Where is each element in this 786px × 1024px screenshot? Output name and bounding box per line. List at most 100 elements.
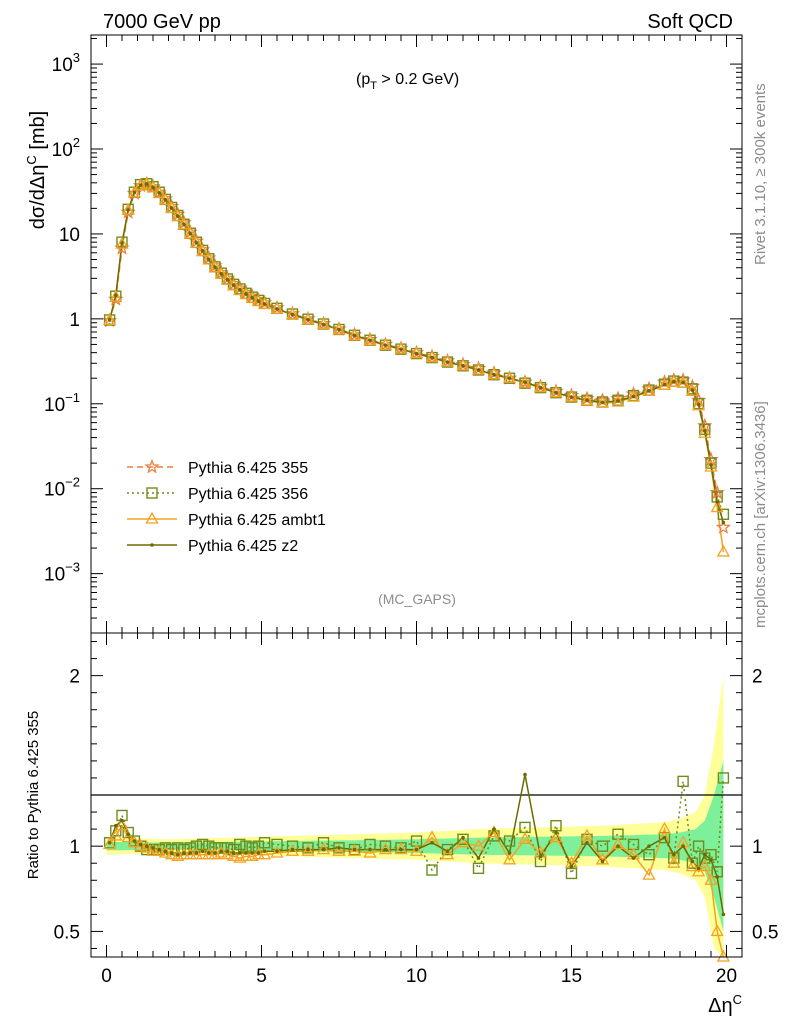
data-point-2-16: [202, 252, 216, 265]
data-point-3-11: [176, 214, 180, 218]
legend-label-3: Pythia 6.425 z2: [188, 538, 298, 555]
y-tick-label: 10−2: [44, 475, 80, 501]
ratio-point-1-30: [332, 843, 346, 856]
data-point-2-50: [642, 384, 656, 397]
data-point-3-36: [430, 355, 434, 360]
ratio-point-0-41: [503, 835, 516, 847]
x-tick-label: 0: [101, 966, 112, 987]
ratio-point-0-59: [717, 772, 730, 784]
ratio-point-1-18: [214, 845, 228, 858]
ratio-point-1-28: [301, 843, 315, 856]
ratio-y-tick-label-right: 2: [752, 667, 763, 688]
ratio-point-1-29: [316, 842, 331, 855]
data-point-1-54: [686, 383, 699, 395]
cut-annotation-sub: T: [370, 80, 377, 92]
data-point-3-24: [256, 299, 261, 303]
side-text-mcplots: mcplots.cern.ch [arXiv:1306.3436]: [752, 401, 769, 628]
y-tick-label: 10−1: [44, 390, 80, 416]
data-point-3-55: [696, 402, 701, 407]
data-point-2-15: [196, 244, 210, 257]
ratio-point-2-5: [138, 842, 143, 847]
y-tick-exp: −3: [65, 560, 80, 575]
data-point-2-40: [487, 367, 501, 380]
main-y-label: dσ/dΔηC [mb]: [24, 111, 49, 229]
data-point-0-57: [703, 451, 719, 467]
ratio-point-1-38: [456, 835, 470, 848]
ratio-point-2-7: [151, 846, 155, 850]
ratio-point-1-25: [258, 847, 272, 860]
data-point-3-15: [200, 249, 205, 253]
x-tick-label: 15: [561, 966, 582, 987]
data-point-2-48: [611, 394, 625, 407]
ratio-point-1-44: [549, 830, 563, 843]
data-point-3-22: [244, 292, 248, 296]
data-point-2-28: [301, 312, 315, 325]
data-point-2-9: [158, 192, 172, 205]
ratio-point-0-50: [643, 848, 655, 861]
data-point-2-11: [171, 209, 185, 222]
data-point-3-19: [225, 277, 230, 282]
data-point-2-22: [239, 287, 253, 300]
ratio-point-2-45: [569, 864, 574, 869]
ratio-point-2-8: [157, 847, 161, 852]
y-tick-exp: 3: [73, 50, 80, 65]
data-point-2-38: [456, 358, 470, 371]
data-point-2-32: [363, 333, 377, 346]
ratio-point-0-29: [317, 837, 330, 849]
data-point-3-56: [703, 429, 707, 433]
data-point-3-26: [275, 307, 279, 311]
data-point-3-57: [709, 463, 713, 467]
ratio-point-1-51: [657, 821, 672, 834]
ratio-panel: 0.5 0.5 1 1 2 2 0 5 10 15 20 Ratio to Pythia 6.42…: [25, 632, 778, 1017]
ratio-point-2-38: [461, 835, 465, 840]
data-point-2-43: [533, 380, 548, 393]
ratio-point-2-24: [256, 851, 261, 855]
ratio-point-1-8: [152, 843, 166, 856]
data-point-3-59: [721, 520, 726, 525]
ratio-point-0-30: [333, 842, 345, 854]
ratio-point-2-29: [321, 847, 326, 852]
data-point-1-56: [699, 423, 711, 436]
cut-annotation: (pT > 0.2 GeV): [356, 71, 459, 92]
ratio-y-tick-label: 0.5: [54, 922, 80, 943]
data-point-2-47: [595, 395, 610, 408]
data-point-2-33: [378, 337, 393, 350]
ratio-y-tick-label: 1: [69, 837, 80, 858]
x-axis-label-sup: C: [733, 992, 742, 1007]
data-point-2-0: [103, 313, 117, 326]
ratio-point-0-54: [686, 857, 699, 869]
ratio-point-2-20: [231, 851, 236, 855]
legend-marker-1: [146, 487, 158, 499]
x-tick-label: 10: [406, 966, 427, 987]
data-point-3-30: [337, 327, 341, 332]
data-point-2-25: [258, 297, 272, 310]
ratio-y-tick-label-right: 1: [752, 837, 763, 858]
ratio-point-2-41: [507, 851, 512, 855]
ratio-point-1-32: [363, 845, 377, 858]
ratio-point-1-4: [127, 835, 141, 848]
data-point-2-51: [657, 377, 672, 390]
ratio-point-1-52: [667, 855, 681, 868]
data-point-3-52: [672, 379, 676, 384]
data-point-3-27: [290, 312, 295, 317]
ratio-point-0-21: [234, 838, 246, 851]
main-markers-layer: [101, 175, 732, 557]
data-point-2-36: [425, 350, 439, 363]
data-point-3-3: [126, 208, 130, 212]
data-point-2-6: [140, 176, 154, 189]
data-point-3-31: [352, 333, 357, 338]
ratio-point-1-58: [710, 924, 724, 937]
data-point-2-46: [580, 393, 594, 406]
ratio-point-2-52: [672, 852, 676, 857]
legend-marker-2: [145, 511, 159, 524]
y-tick-label: 10−3: [44, 560, 80, 586]
data-point-2-57: [704, 459, 718, 472]
data-point-2-34: [394, 341, 408, 354]
ratio-point-1-57: [704, 872, 718, 885]
data-point-3-38: [461, 364, 465, 368]
ratio-point-2-30: [337, 846, 341, 850]
data-point-2-13: [183, 226, 197, 239]
ratio-point-2-50: [647, 844, 651, 848]
ratio-point-1-10: [165, 847, 179, 860]
